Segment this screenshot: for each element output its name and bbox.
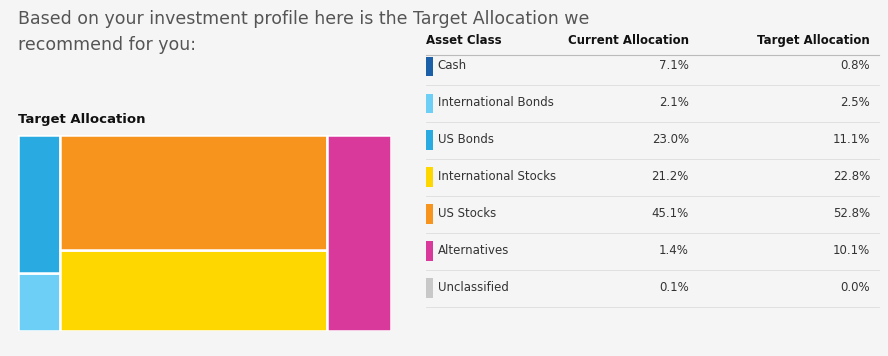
Text: 0.0%: 0.0%: [840, 281, 870, 294]
Text: 7.1%: 7.1%: [659, 59, 689, 72]
Text: Target Allocation: Target Allocation: [18, 113, 146, 126]
Text: 45.1%: 45.1%: [652, 207, 689, 220]
Bar: [426, 278, 432, 298]
Text: 52.8%: 52.8%: [833, 207, 870, 220]
Bar: [426, 241, 432, 261]
Bar: [426, 57, 432, 76]
Text: 1.4%: 1.4%: [659, 244, 689, 257]
Text: 2.5%: 2.5%: [840, 96, 870, 109]
Bar: [426, 94, 432, 113]
Text: 22.8%: 22.8%: [833, 170, 870, 183]
Bar: [426, 131, 432, 150]
Text: US Bonds: US Bonds: [438, 133, 494, 146]
Bar: [328, 135, 391, 331]
Text: Based on your investment profile here is the Target Allocation we
recommend for : Based on your investment profile here is…: [18, 10, 589, 54]
Text: 2.1%: 2.1%: [659, 96, 689, 109]
Text: Asset Class: Asset Class: [426, 34, 502, 47]
Text: Cash: Cash: [438, 59, 467, 72]
Text: 0.1%: 0.1%: [659, 281, 689, 294]
Text: 0.8%: 0.8%: [840, 59, 870, 72]
Bar: [426, 204, 432, 224]
Text: US Stocks: US Stocks: [438, 207, 496, 220]
Text: 21.2%: 21.2%: [652, 170, 689, 183]
Text: Target Allocation: Target Allocation: [757, 34, 870, 47]
Bar: [18, 273, 59, 331]
Bar: [59, 250, 328, 331]
Text: 11.1%: 11.1%: [833, 133, 870, 146]
Text: International Stocks: International Stocks: [438, 170, 556, 183]
Text: International Bonds: International Bonds: [438, 96, 553, 109]
Text: 23.0%: 23.0%: [652, 133, 689, 146]
Text: Current Allocation: Current Allocation: [568, 34, 689, 47]
Text: 10.1%: 10.1%: [833, 244, 870, 257]
Text: Alternatives: Alternatives: [438, 244, 509, 257]
Text: Unclassified: Unclassified: [438, 281, 509, 294]
Bar: [426, 167, 432, 187]
Bar: [59, 135, 328, 250]
Bar: [18, 135, 59, 273]
